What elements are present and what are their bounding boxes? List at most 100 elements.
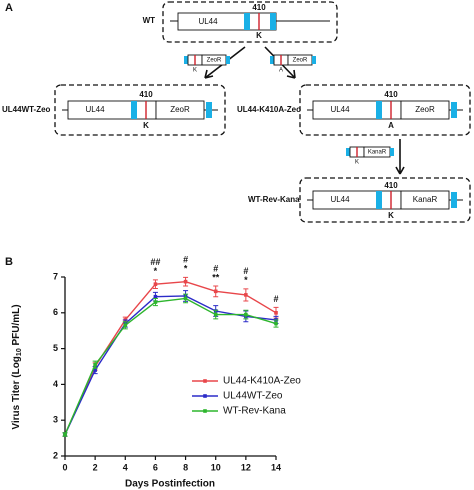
tag — [226, 56, 230, 64]
x-axis-title: Days Postinfection — [125, 479, 215, 490]
x-tick-label: 14 — [271, 462, 281, 472]
significance-label: # — [183, 255, 188, 265]
marker — [93, 362, 97, 367]
legend-marker — [203, 394, 207, 398]
x-tick-label: 10 — [211, 462, 221, 472]
gene — [312, 100, 402, 120]
construct-box — [54, 84, 226, 136]
series-line — [64, 295, 277, 435]
x-tick-label: 2 — [93, 462, 98, 472]
site-label: 410 — [139, 90, 153, 99]
marker — [153, 300, 158, 304]
marker — [63, 432, 67, 437]
marker — [213, 312, 218, 317]
legend-label: UL44WT-Zeo — [223, 391, 283, 402]
site-label: 410 — [252, 3, 266, 12]
legend-label: WT-Rev-Kana — [223, 406, 286, 417]
tag — [184, 56, 188, 64]
marker — [274, 311, 278, 315]
cassette: ZeoR K — [184, 54, 230, 74]
tag — [270, 56, 274, 64]
tag — [346, 148, 350, 156]
tag — [312, 56, 316, 64]
residue-label: A — [279, 68, 283, 74]
marker-label: KanaR — [368, 150, 387, 156]
y-tick-label: 6 — [53, 307, 58, 317]
marker — [183, 296, 188, 301]
tag — [451, 102, 457, 118]
significance-label: ** — [212, 272, 220, 282]
significance-label: # — [213, 263, 218, 273]
marker — [155, 100, 205, 120]
y-axis-title-text: PFU/mL) — [11, 304, 22, 348]
marker — [400, 190, 450, 210]
y-tick-label: 2 — [53, 450, 58, 460]
tag — [206, 102, 212, 118]
y-axis-title-sub: 10 — [16, 348, 23, 356]
residue-label: K — [355, 160, 359, 166]
panel-label: B — [5, 256, 13, 268]
construct-name: WT-Rev-Kana — [248, 195, 300, 204]
construct-box — [162, 1, 338, 43]
arrow — [395, 139, 405, 175]
tag — [451, 192, 457, 208]
legend-marker — [203, 379, 207, 383]
marker-label: ZeoR — [170, 105, 190, 114]
significance-label: # — [243, 266, 248, 276]
x-tick-label: 4 — [123, 462, 128, 472]
series-line — [64, 297, 277, 435]
residue-label: K — [143, 121, 149, 130]
significance-label: * — [244, 275, 248, 285]
significance-label: # — [273, 294, 278, 304]
gene — [177, 12, 277, 31]
marker-label: ZeoR — [207, 58, 222, 64]
marker — [153, 282, 158, 286]
significance-label: * — [154, 266, 158, 276]
panel-label: A — [5, 2, 13, 14]
tag — [131, 101, 137, 119]
y-axis-title: Virus Titer (Log10 PFU/mL) — [11, 304, 23, 429]
marker — [400, 100, 450, 120]
y-axis-title-text: Virus Titer (Log — [11, 356, 22, 430]
significance-label: * — [184, 264, 188, 274]
significance-label: ## — [150, 257, 160, 267]
tag — [376, 191, 382, 209]
construct-name: UL44-K410A-Zeo — [237, 105, 301, 114]
marker — [244, 312, 248, 317]
site-label: 410 — [384, 181, 398, 190]
gene — [312, 190, 402, 210]
tag — [244, 13, 250, 30]
x-tick-label: 12 — [241, 462, 251, 472]
residue-label: K — [256, 31, 262, 40]
residue-label: K — [388, 211, 394, 220]
legend-marker — [203, 409, 207, 413]
marker — [274, 321, 278, 326]
legend-label: UL44-K410A-Zeo — [223, 376, 301, 387]
marker-label: ZeoR — [293, 58, 308, 64]
marker — [153, 294, 158, 299]
marker — [244, 293, 248, 297]
gene — [67, 100, 157, 120]
gene-label: UL44 — [85, 105, 105, 114]
construct-name: WT — [143, 16, 156, 25]
marker — [213, 289, 218, 294]
gene-label: UL44 — [330, 105, 350, 114]
marker-label: ZeoR — [415, 105, 435, 114]
gene-label: UL44 — [330, 195, 350, 204]
tag — [270, 13, 276, 30]
y-tick-label: 5 — [53, 343, 58, 353]
y-tick-label: 7 — [53, 271, 58, 281]
x-tick-label: 0 — [62, 462, 67, 472]
residue-label: K — [193, 68, 197, 74]
x-tick-label: 8 — [183, 462, 188, 472]
marker-label: KanaR — [413, 195, 438, 204]
y-tick-label: 3 — [53, 415, 58, 425]
tag — [376, 101, 382, 119]
tag — [390, 148, 394, 156]
construct-box — [299, 84, 471, 136]
x-tick-label: 6 — [153, 462, 158, 472]
residue-label: A — [388, 121, 394, 130]
cassette: ZeoR A — [270, 54, 316, 74]
